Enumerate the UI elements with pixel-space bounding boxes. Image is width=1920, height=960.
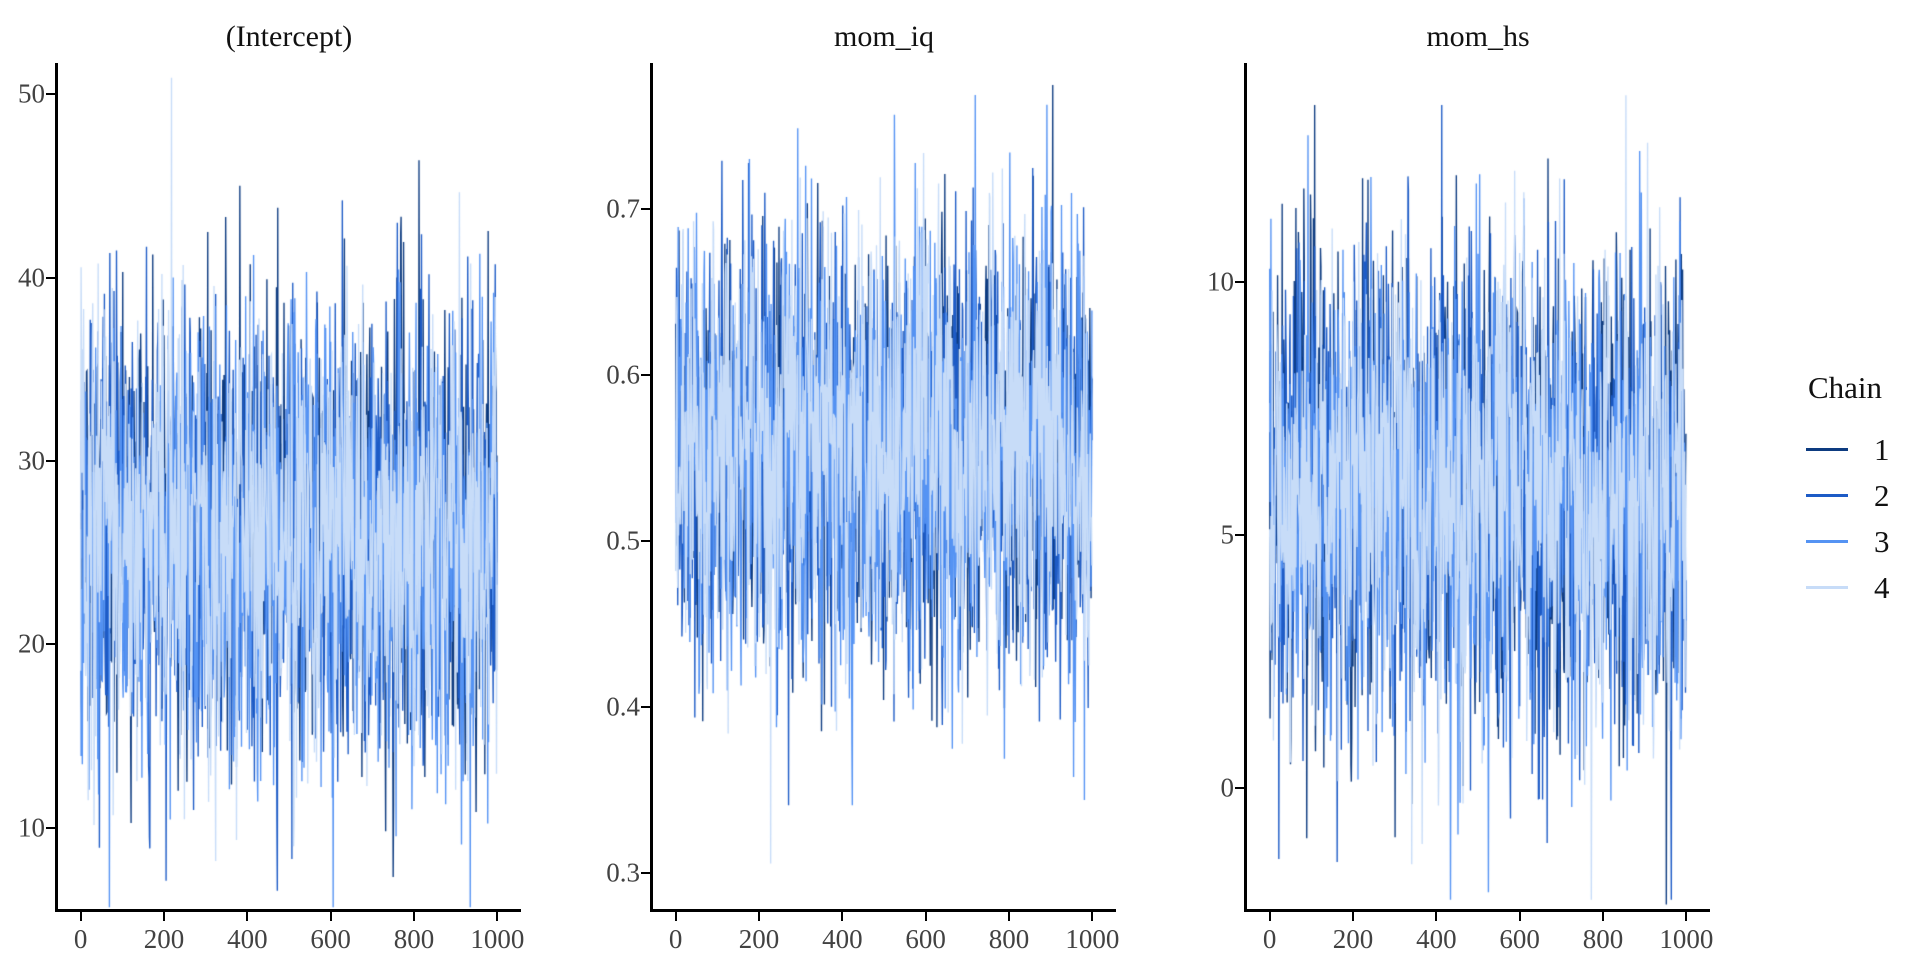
chain-3-line-swatch [1806, 539, 1848, 543]
y-tick-label: 10 [1207, 266, 1234, 297]
legend-item-label: 1 [1874, 431, 1890, 467]
x-tick-label: 200 [1332, 924, 1374, 954]
chain-4-line-swatch [1806, 585, 1848, 589]
y-tick [1235, 787, 1244, 790]
y-axis-line [1244, 63, 1247, 912]
chain-legend: Chain 1 2 3 4 [1806, 370, 1890, 610]
x-tick-label: 600 [1499, 924, 1540, 954]
y-tick [641, 374, 650, 377]
x-tick-label: 400 [1416, 924, 1457, 954]
legend-item-chain-2: 2 [1806, 472, 1890, 518]
x-tick-label: 600 [905, 924, 946, 954]
x-tick-label: 0 [73, 924, 88, 954]
x-tick-label: 200 [143, 924, 185, 954]
y-tick [641, 706, 650, 709]
y-tick-label: 0.3 [606, 857, 640, 888]
x-tick [674, 912, 677, 921]
y-tick-label: 40 [18, 262, 45, 293]
x-tick [1518, 912, 1521, 921]
x-tick-label: 800 [393, 924, 435, 954]
x-tick-label: 0 [1262, 924, 1277, 954]
y-tick [641, 540, 650, 543]
x-tick-label: 0 [668, 924, 683, 954]
y-tick-label: 0.7 [606, 193, 640, 224]
legend-item-label: 4 [1874, 569, 1890, 605]
x-tick-label: 200 [738, 924, 780, 954]
y-tick-label: 0 [1220, 772, 1235, 803]
legend-item-label: 3 [1874, 523, 1890, 559]
legend-item-chain-3: 3 [1806, 518, 1890, 564]
x-tick [1091, 912, 1094, 921]
x-tick-label: 800 [988, 924, 1030, 954]
x-tick [924, 912, 927, 921]
chain-2-line-swatch [1806, 493, 1848, 497]
x-tick [1435, 912, 1438, 921]
y-tick [46, 276, 55, 279]
y-tick [46, 93, 55, 96]
x-axis-line [1244, 909, 1710, 912]
panel-mom-iq: mom_iq 0.3 0.4 0.5 0.6 0.7 0 200 400 600 800 1000 [596, 0, 1156, 960]
legend-item-label: 2 [1874, 477, 1890, 513]
y-tick [641, 208, 650, 211]
x-tick-label: 1000 [470, 924, 525, 954]
x-tick [758, 912, 760, 921]
panel-mom-hs: mom_hs 0 5 10 0 200 400 600 800 1000 [1190, 0, 1750, 960]
x-tick [329, 912, 332, 921]
legend-item-chain-4: 4 [1806, 564, 1890, 610]
x-tick [163, 912, 165, 921]
x-tick [841, 912, 844, 921]
panel-title: mom_hs [1426, 20, 1530, 53]
trace-canvas [654, 65, 1114, 910]
y-tick [46, 826, 55, 829]
trace-canvas [1248, 65, 1708, 910]
y-tick [46, 459, 55, 462]
y-tick [641, 872, 650, 875]
x-tick [1268, 912, 1271, 921]
x-tick [1685, 912, 1688, 921]
chain-1-line-swatch [1806, 447, 1848, 451]
y-tick-label: 0.5 [606, 525, 640, 556]
panel-intercept: (Intercept) 10 20 30 40 50 0 200 400 600 800 1000 [1, 0, 561, 960]
y-tick-label: 50 [18, 78, 45, 109]
x-tick-label: 1000 [1065, 924, 1120, 954]
x-tick [413, 912, 415, 921]
y-tick-label: 20 [18, 628, 45, 659]
x-tick-label: 400 [227, 924, 268, 954]
y-tick-label: 30 [18, 445, 45, 476]
y-tick [46, 643, 55, 646]
y-tick [1235, 534, 1244, 537]
x-tick [79, 912, 82, 921]
y-tick-label: 0.6 [606, 359, 640, 390]
legend-item-chain-1: 1 [1806, 426, 1890, 472]
x-tick-label: 800 [1582, 924, 1624, 954]
y-tick-label: 0.4 [606, 691, 640, 722]
x-tick-label: 1000 [1659, 924, 1714, 954]
y-axis-line [650, 63, 653, 912]
x-axis-line [55, 909, 521, 912]
legend-title: Chain [1808, 370, 1883, 405]
x-tick-label: 400 [822, 924, 863, 954]
panel-title: mom_iq [833, 20, 934, 53]
x-tick [246, 912, 249, 921]
y-axis-line [55, 63, 58, 912]
panel-title: (Intercept) [225, 20, 353, 53]
x-axis-line [650, 909, 1116, 912]
trace-canvas [59, 65, 519, 910]
x-tick [1008, 912, 1010, 921]
x-tick-label: 600 [310, 924, 351, 954]
y-tick-label: 10 [18, 812, 45, 843]
x-tick [1352, 912, 1354, 921]
x-tick [1602, 912, 1604, 921]
y-tick [1235, 281, 1244, 284]
y-tick-label: 5 [1220, 519, 1235, 550]
x-tick [496, 912, 499, 921]
